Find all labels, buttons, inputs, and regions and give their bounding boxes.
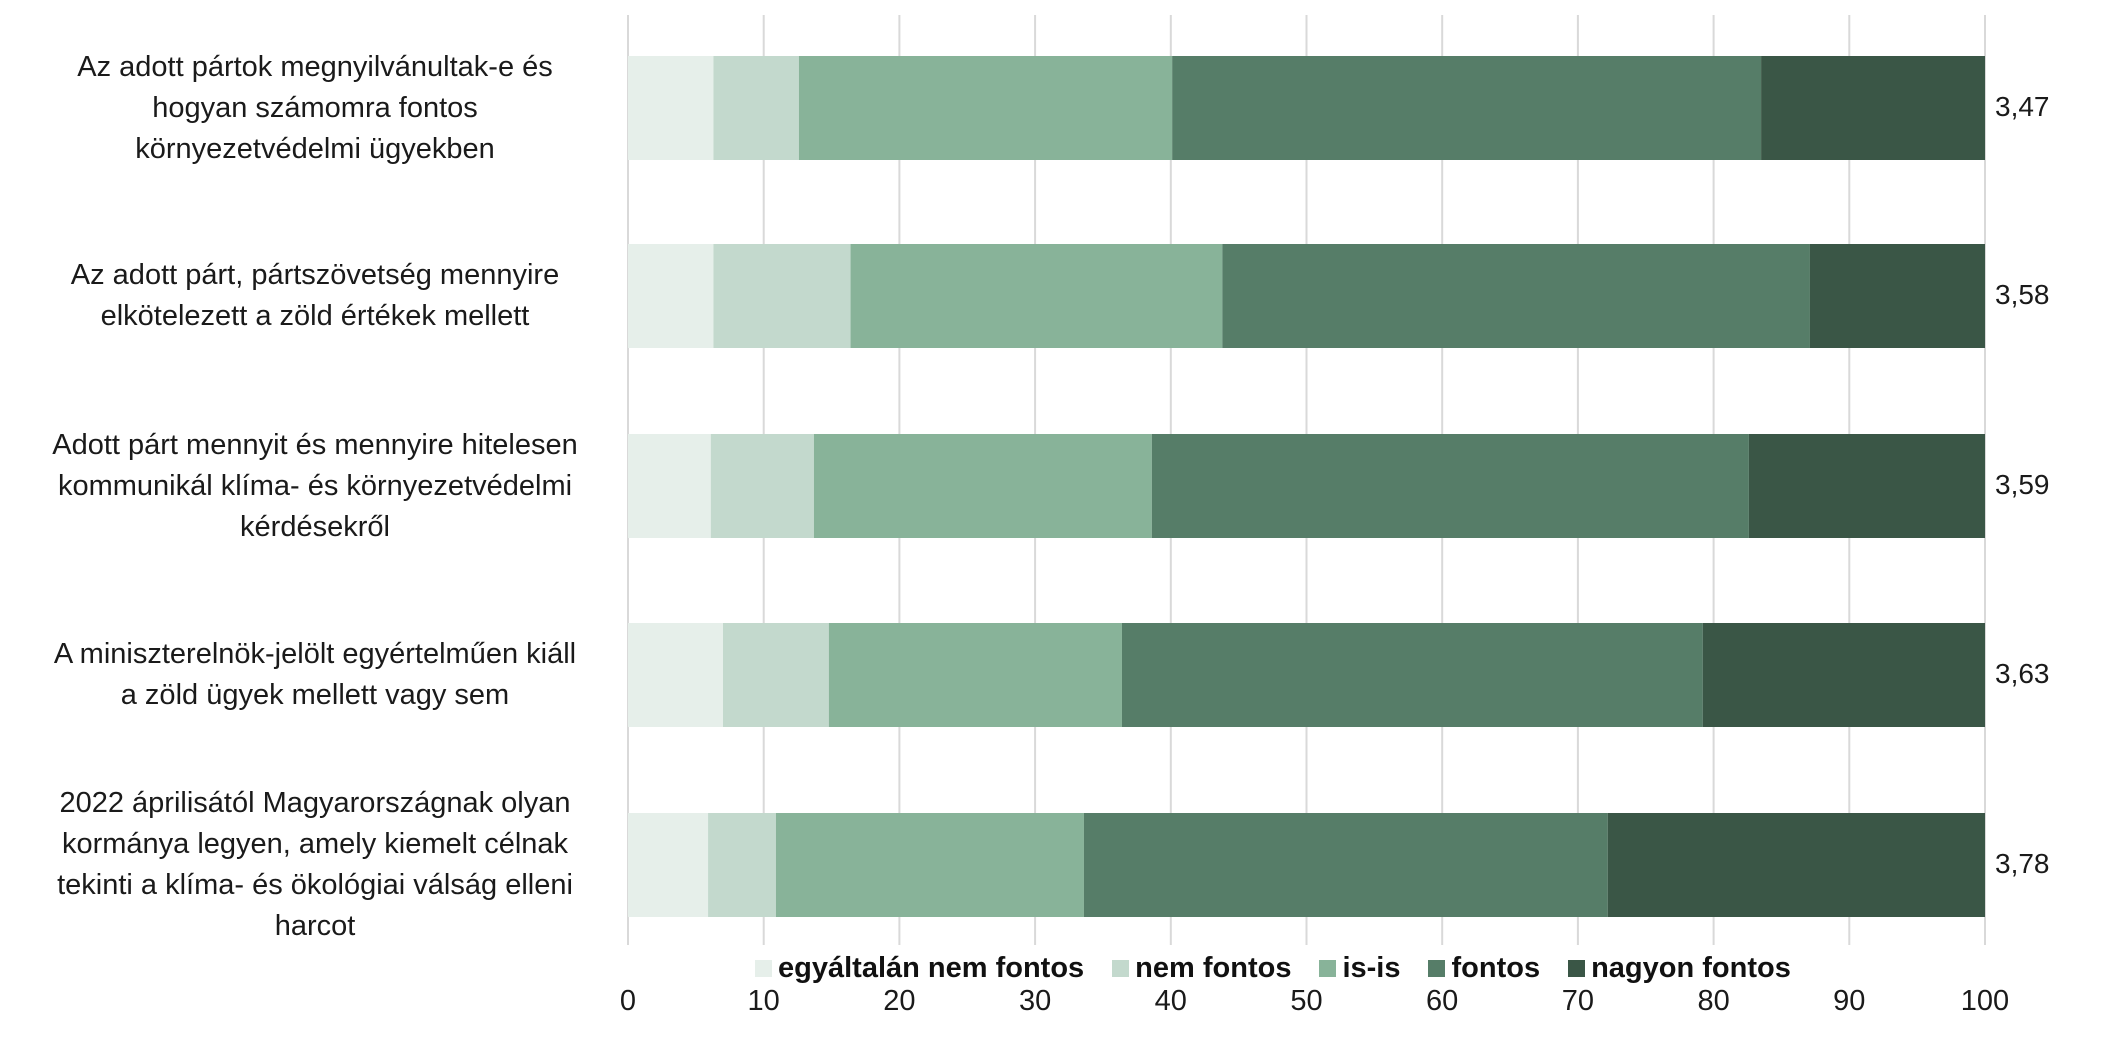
bar-segment: [628, 813, 709, 917]
legend-label: egyáltalán nem fontos: [778, 952, 1085, 984]
legend-swatch: [1428, 960, 1446, 977]
legend-label: fontos: [1451, 952, 1541, 984]
bar-segment: [628, 244, 714, 348]
category-label-line: tekinti a klíma- és ökológiai válság ell…: [57, 869, 573, 901]
category-label-line: Az adott párt, pártszövetség mennyire: [70, 259, 560, 291]
bar-segment: [775, 813, 1084, 917]
category-label-line: kérdésekről: [240, 510, 390, 543]
legend-swatch: [1112, 960, 1130, 977]
legend-item: egyáltalán nem fontos: [755, 952, 1084, 985]
bar-segment: [628, 56, 714, 160]
bar-segment: [710, 434, 814, 538]
x-tick-label: 30: [1018, 985, 1052, 1017]
average-value-label: 3,47: [1995, 91, 2050, 122]
category-label: 2022 áprilisától Magyarországnak olyan ko…: [35, 783, 595, 947]
bar-segment: [1702, 623, 1985, 727]
bar-segment: [1748, 434, 1985, 538]
legend-item: fontos: [1428, 952, 1540, 985]
chart-legend: egyáltalán nem fontos nem fontos is-is font…: [755, 952, 1819, 985]
x-tick-label: 20: [883, 985, 916, 1017]
bar-segment: [1172, 56, 1762, 160]
average-value-label: 3,58: [1995, 279, 2050, 310]
category-label-line: Adott párt mennyit és mennyire hitelesen: [52, 428, 578, 461]
bar-segment: [1809, 244, 1985, 348]
category-label-line: kommunikál klíma- és környezetvédelmi: [57, 469, 573, 502]
category-label-line: kormánya legyen, amely kiemelt célnak: [61, 828, 569, 860]
average-value-label: 3,78: [1995, 848, 2050, 879]
bar-segment: [1083, 813, 1608, 917]
bar-segment: [1222, 244, 1810, 348]
bar-segment: [1121, 623, 1703, 727]
category-label-line: környezetvédelmi ügyekben: [135, 132, 495, 165]
x-tick-label: 90: [1833, 985, 1866, 1017]
bar-segment: [813, 434, 1152, 538]
bar-segment: [722, 623, 829, 727]
category-label-line: elkötelezett a zöld értékek mellett: [100, 300, 530, 332]
bar-segment: [798, 56, 1173, 160]
category-label-line: harcot: [274, 910, 356, 942]
bar-segment: [1607, 813, 1985, 917]
bar-segment: [708, 813, 776, 917]
legend-item: nem fontos: [1112, 952, 1291, 985]
category-label-line: Az adott pártok megnyilvánultak-e és: [77, 50, 553, 83]
bar-segment: [713, 244, 851, 348]
bar-segment: [628, 623, 723, 727]
average-value-label: 3,59: [1995, 469, 2050, 500]
legend-swatch: [1319, 960, 1337, 977]
category-label: Az adott pártok megnyilvánultak-e és hogy…: [35, 47, 595, 170]
legend-label: nem fontos: [1135, 952, 1292, 984]
category-label-line: hogyan számomra fontos: [152, 91, 478, 124]
category-label-line: 2022 áprilisától Magyarországnak olyan: [59, 787, 571, 819]
bar-segment: [1151, 434, 1749, 538]
category-label: Adott párt mennyit és mennyire hitelesen…: [35, 425, 595, 548]
bar-segment: [1761, 56, 1985, 160]
x-tick-label: 10: [747, 985, 780, 1017]
bar-segment: [850, 244, 1223, 348]
x-tick-label: 60: [1426, 985, 1459, 1017]
average-value-label: 3,63: [1995, 658, 2050, 689]
legend-label: nagyon fontos: [1591, 952, 1791, 984]
legend-item: nagyon fontos: [1568, 952, 1791, 985]
x-tick-label: 70: [1561, 985, 1595, 1017]
x-tick-label: 100: [1960, 985, 2010, 1017]
bar-segment: [713, 56, 799, 160]
category-label: Az adott párt, pártszövetség mennyire elk…: [35, 255, 595, 337]
bar-segment: [628, 434, 711, 538]
category-label: A miniszterelnök-jelölt egyértelműen kiá…: [35, 634, 595, 716]
category-label-line: A miniszterelnök-jelölt egyértelműen kiá…: [53, 638, 577, 670]
legend-label: is-is: [1342, 952, 1401, 984]
x-tick-label: 0: [619, 985, 637, 1017]
category-label-line: a zöld ügyek mellett vagy sem: [120, 679, 510, 711]
legend-swatch: [1568, 960, 1586, 977]
x-tick-label: 80: [1697, 985, 1730, 1017]
x-tick-label: 50: [1290, 985, 1323, 1017]
bar-segment: [828, 623, 1122, 727]
legend-swatch: [755, 960, 772, 977]
legend-item: is-is: [1319, 952, 1400, 985]
bar-segments: [628, 56, 1985, 917]
x-tick-label: 40: [1154, 985, 1187, 1017]
